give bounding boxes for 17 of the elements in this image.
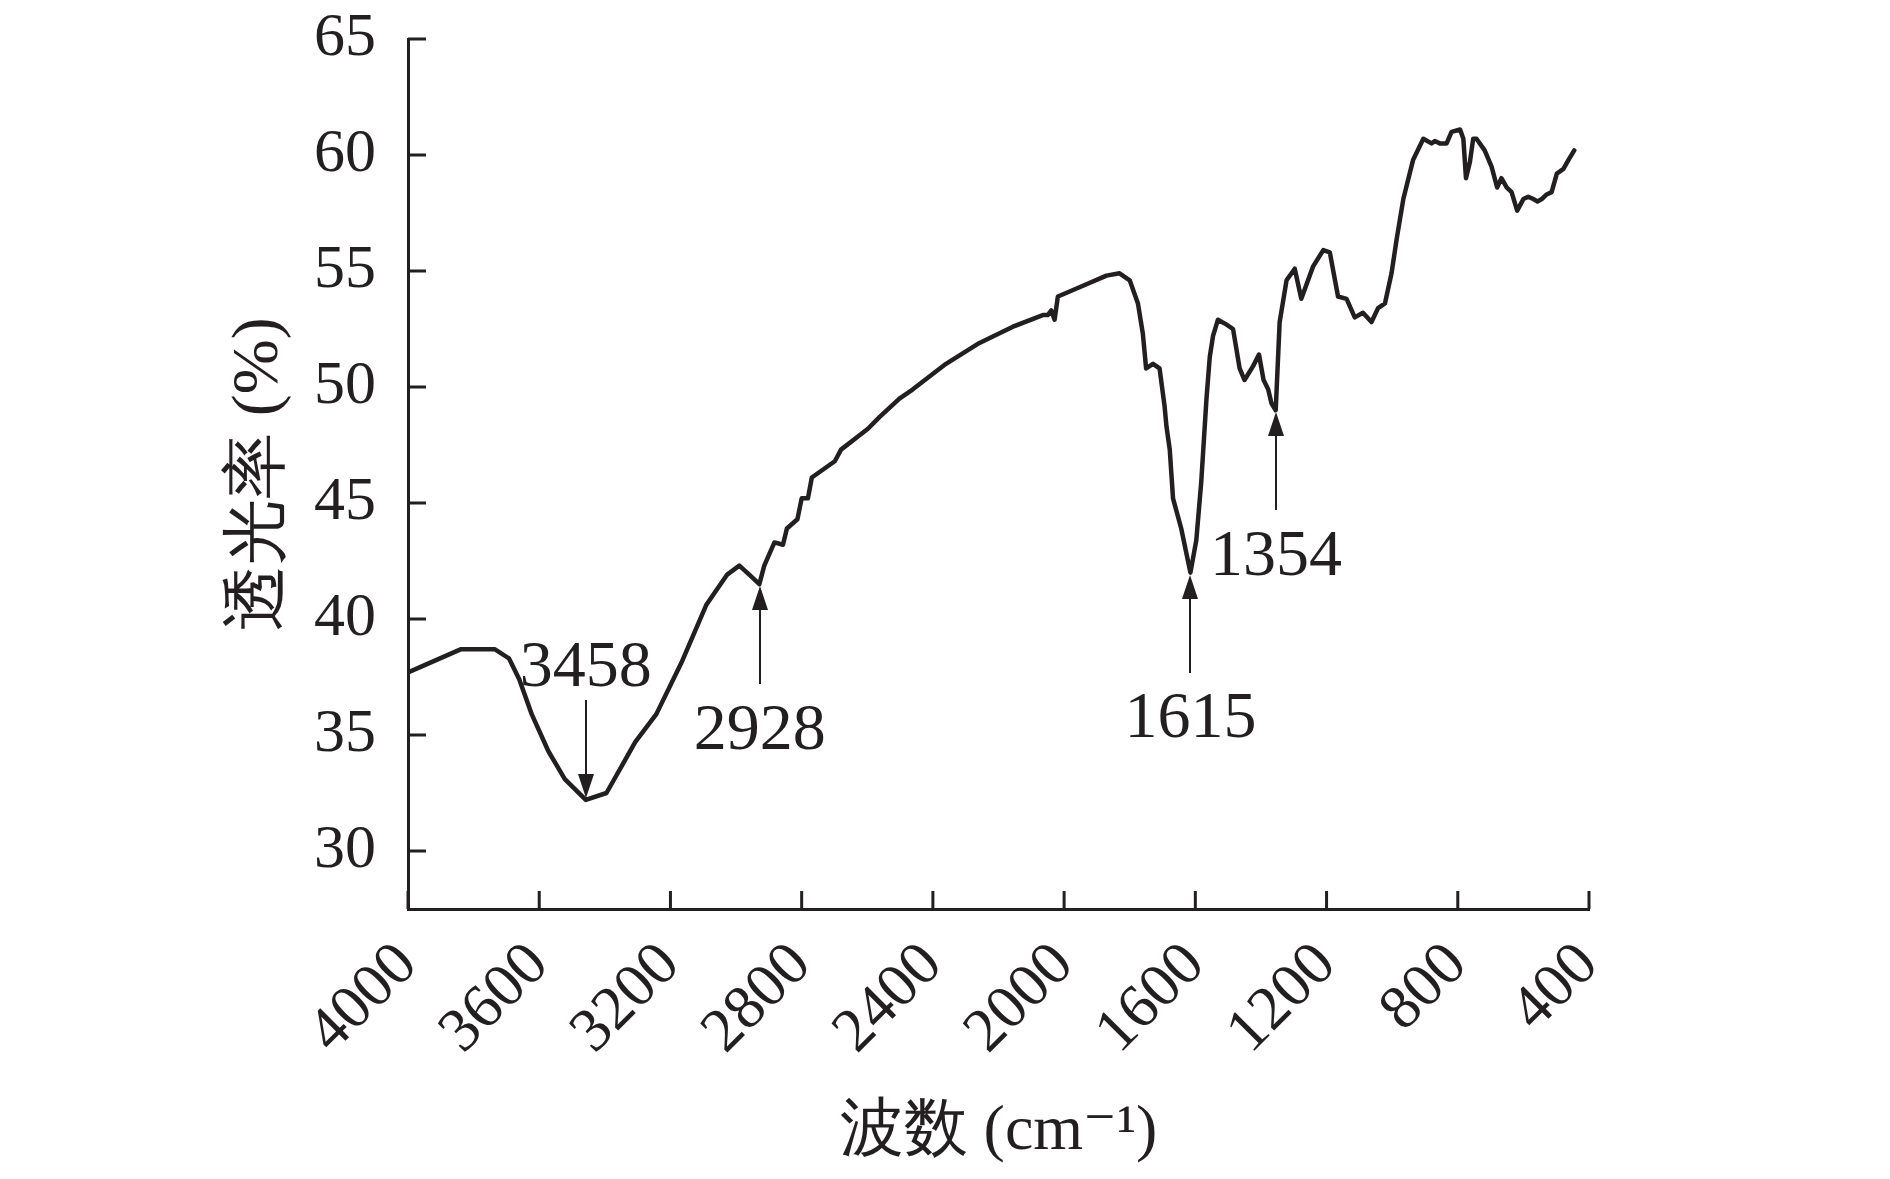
- x-tick-label: 400: [1495, 927, 1610, 1042]
- y-tick-label: 45: [314, 464, 376, 533]
- y-tick-label: 65: [314, 0, 376, 69]
- y-tick-label: 30: [314, 812, 376, 881]
- x-tick-label: 800: [1364, 927, 1479, 1042]
- x-axis-title: 波数 (cm⁻¹): [839, 1092, 1158, 1164]
- annotation: 1615: [1124, 677, 1257, 751]
- x-tick-label: 4000: [292, 927, 429, 1064]
- y-tick-label: 60: [314, 116, 376, 185]
- annotation: 1354: [1210, 515, 1343, 589]
- y-tick-label: 55: [314, 232, 376, 301]
- annotation: 3458: [519, 626, 652, 700]
- y-tick-label: 40: [314, 580, 376, 649]
- y-tick-label: 50: [314, 348, 376, 417]
- y-tick-label: 35: [314, 696, 376, 765]
- annotation: 2928: [693, 689, 826, 763]
- y-axis-title: 透光率 (%): [217, 317, 292, 631]
